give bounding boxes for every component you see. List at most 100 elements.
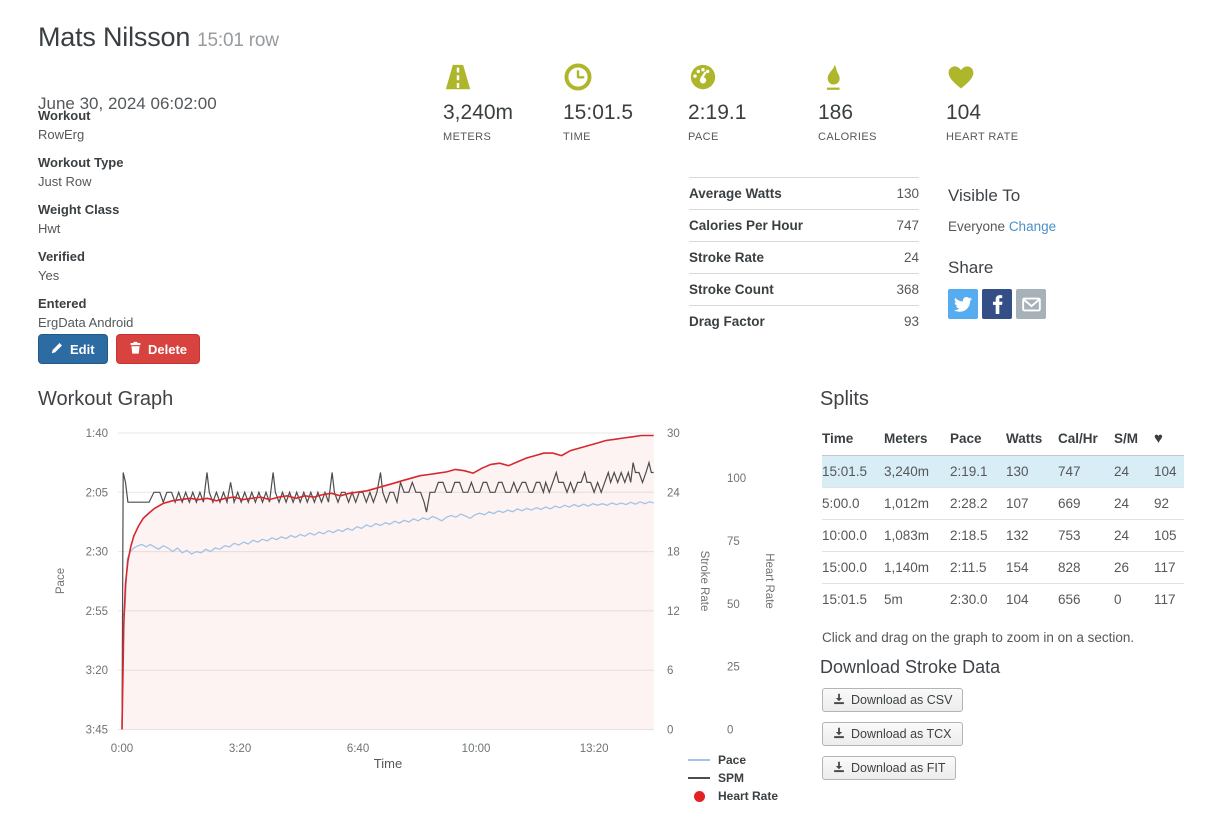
summary-label: Calories Per Hour [689,218,804,233]
heart-icon: ♥ [1154,424,1184,456]
stroke-rate-tick: 6 [667,665,673,677]
splits-cell: 105 [1154,528,1177,543]
splits-cell: 1,012m [884,496,930,511]
legend-label: SPM [718,771,745,785]
speedometer-icon [688,62,798,94]
splits-cell: 5m [884,592,903,607]
splits-cell: 2:30.0 [950,592,988,607]
facebook-icon[interactable] [982,289,1012,319]
time-tick: 13:20 [580,743,609,755]
workout-graph-plot[interactable] [122,433,654,730]
download-icon [833,727,845,742]
legend-heart-rate: Heart Rate [688,787,778,805]
time-tick: 0:00 [111,743,133,755]
delete-button[interactable]: Delete [116,334,201,364]
twitter-icon[interactable] [948,289,978,319]
heart-rate-tick: 25 [727,662,740,674]
email-icon[interactable] [1016,289,1046,319]
splits-cell: 2:19.1 [950,464,988,479]
splits-row: 15:01.5 5m 2:30.0 104 656 0 117 [822,584,1184,616]
stroke-rate-tick: 30 [667,428,680,440]
splits-cell: 24 [1114,464,1130,479]
edit-button[interactable]: Edit [38,334,108,364]
visibility-value: Everyone [948,219,1006,234]
share-icons [948,289,1056,319]
splits-cell: 104 [1154,464,1177,479]
stroke-rate-axis-label: Stroke Rate [698,551,710,612]
chart-legend: Pace SPM Heart Rate [688,751,778,805]
road-icon [443,62,553,94]
heart-icon [946,62,1056,94]
splits-cell: 107 [1006,496,1029,511]
pace-tick: 2:55 [86,606,108,618]
summary-row: Average Watts 130 [689,177,919,210]
share-heading: Share [948,258,994,277]
stat-value: 3,240m [443,101,514,124]
heart-rate-tick: 50 [727,599,740,611]
stat-label: PACE [688,131,719,143]
detail-verified: Verified Yes [38,248,133,284]
page-title: Mats Nilsson 15:01 row [38,22,279,53]
download-icon [833,693,845,708]
summary-value: 93 [903,314,919,329]
download-fit-button[interactable]: Download as FIT [822,756,957,780]
workout-date: June 30, 2024 06:02:00 [38,94,217,113]
workout-details: Workout RowErg Workout Type Just Row Wei… [38,107,133,342]
visibility-value-line: Everyone Change [948,219,1056,234]
change-visibility-link[interactable]: Change [1008,219,1057,234]
time-tick: 10:00 [462,743,491,755]
splits-row: 15:00.0 1,140m 2:11.5 154 828 26 117 [822,552,1184,584]
heart-rate-area [122,435,654,730]
detail-value: Yes [38,268,60,283]
stat-value: 2:19.1 [688,101,747,124]
detail-label: Weight Class [38,202,120,217]
splits-cell: 0 [1114,592,1122,607]
summary-row: Calories Per Hour 747 [689,209,919,242]
stat-label: HEART RATE [946,131,1019,143]
workout-graph: 1:40 2:05 2:30 2:55 3:20 3:45 30 24 18 12 6 0 100 75 5… [55,428,775,771]
summary-row: Stroke Count 368 [689,273,919,306]
summary-row: Stroke Rate 24 [689,241,919,274]
pencil-icon [51,341,64,357]
detail-value: ErgData Android [38,315,134,330]
splits-cell: 2:11.5 [950,560,987,575]
download-tcx-button[interactable]: Download as TCX [822,722,963,746]
time-tick: 6:40 [347,743,369,755]
flame-icon [818,62,928,94]
detail-label: Entered [38,296,87,311]
download-csv-button[interactable]: Download as CSV [822,688,964,712]
pace-line-swatch [688,759,710,761]
splits-cell: 15:01.5 [822,592,868,607]
stat-heart-rate: 104 HEART RATE [946,62,1056,143]
legend-label: Heart Rate [718,789,779,803]
pace-tick: 2:30 [86,547,108,559]
heart-rate-tick: 75 [727,536,740,548]
visible-to-heading: Visible To [948,186,1021,205]
heart-rate-tick: 0 [727,725,733,737]
splits-cell: 2:28.2 [950,496,988,511]
splits-cell: 1,140m [884,560,930,575]
download-heading: Download Stroke Data [820,657,1001,677]
splits-col-header: Time [822,424,884,456]
pace-tick: 3:20 [86,665,108,677]
athlete-name: Mats Nilsson [38,22,191,52]
time-axis-label: Time [374,756,402,771]
heart-rate-dot-swatch [693,790,705,802]
splits-cell: 828 [1058,560,1081,575]
spm-line [121,460,654,730]
splits-cell: 104 [1006,592,1029,607]
stat-calories: 186 CALORIES [818,62,928,143]
splits-col-header: Cal/Hr [1058,424,1114,456]
summary-value: 368 [896,282,919,297]
splits-cell: 92 [1154,496,1170,511]
summary-row: Drag Factor 93 [689,305,919,338]
summary-label: Stroke Count [689,282,774,297]
detail-label: Verified [38,249,85,264]
trash-icon [129,341,142,357]
splits-header-row: Time Meters Pace Watts Cal/Hr S/M ♥ [822,424,1184,456]
download-csv-label: Download as CSV [851,693,953,707]
splits-cell: 132 [1006,528,1029,543]
splits-cell: 26 [1114,560,1130,575]
action-buttons: Edit Delete [38,334,201,364]
